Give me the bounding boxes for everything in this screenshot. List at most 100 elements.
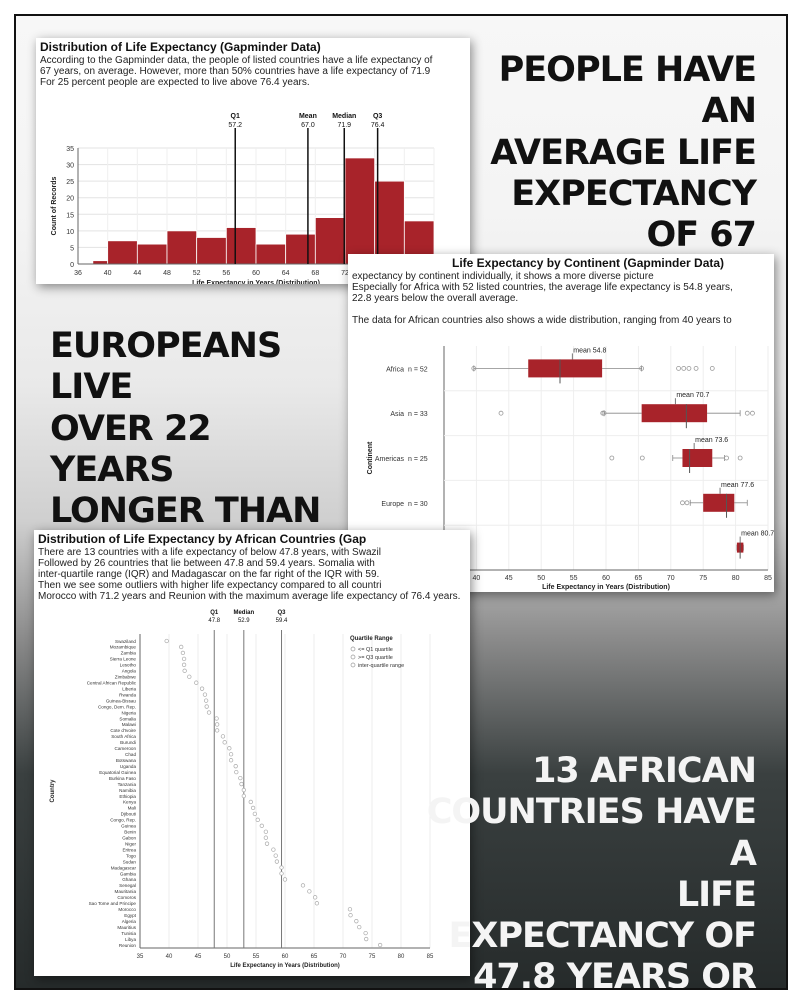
x-tick-label: 35 <box>137 954 144 960</box>
outlier-point <box>601 410 607 416</box>
country-label: Zimbabwe <box>115 675 137 680</box>
country-point <box>250 805 256 811</box>
country-point <box>187 674 192 679</box>
legend-item: inter-quartile range <box>358 663 404 669</box>
group-count-label: n = 25 <box>408 456 428 463</box>
country-point <box>194 680 199 685</box>
x-tick-label: 40 <box>473 575 481 582</box>
x-tick-label: 40 <box>104 270 112 277</box>
reference-value: 57.2 <box>228 122 242 129</box>
country-point <box>220 734 226 739</box>
continent-label: Europe <box>381 501 404 508</box>
outlier-point <box>744 410 750 416</box>
outlier-point <box>609 455 615 461</box>
box <box>528 359 603 378</box>
x-tick-label: 45 <box>195 954 202 960</box>
african-countries-chart: 35 40 45 50 55 60 65 70 75 80 85 Q1 47.8 Median 52.9 Q3… <box>50 610 434 969</box>
country-point <box>182 668 187 673</box>
outlier-point <box>680 500 685 506</box>
country-label: Rwanda <box>119 692 136 697</box>
country-label: Lesotho <box>120 663 137 668</box>
boxplot-panel: Life Expectancy by Continent (Gapminder … <box>348 254 774 592</box>
country-point <box>263 835 269 840</box>
country-point <box>279 871 284 876</box>
mean-label: mean 54.8 <box>573 347 606 354</box>
country-label: Namibia <box>119 788 136 793</box>
country-label: Gambia <box>120 871 137 876</box>
country-label: Chad <box>125 752 136 757</box>
x-axis-label: Life Expectancy in Years (Distribution) <box>230 963 340 969</box>
country-point <box>274 859 280 864</box>
x-tick-label: 55 <box>253 954 260 960</box>
country-point <box>364 936 369 942</box>
x-axis-label: Life Expectancy in Years (Distribution) <box>192 280 320 284</box>
legend-item: <= Q1 quartile <box>358 647 393 653</box>
histogram-bar <box>255 243 287 265</box>
country-label: Togo <box>126 853 136 858</box>
reference-value: 76.4 <box>371 122 385 129</box>
country-label: Benin <box>124 830 136 835</box>
country-point <box>314 901 320 906</box>
country-label: Niger <box>125 841 136 846</box>
histogram-bar <box>166 230 198 265</box>
country-label: Algeria <box>122 919 137 924</box>
x-tick-label: 70 <box>667 575 675 582</box>
country-label: Somalia <box>119 716 136 721</box>
outlier-point <box>693 366 699 371</box>
reference-label: Median <box>332 113 356 120</box>
histogram-bar <box>107 240 138 265</box>
x-tick-label: 75 <box>369 954 376 960</box>
country-point <box>181 656 187 662</box>
country-label: South Africa <box>111 734 136 739</box>
reference-label: Q1 <box>210 610 219 616</box>
mean-label: mean 80.7 <box>741 531 774 538</box>
continent-label: Africa <box>386 366 404 373</box>
boxplot-title: Life Expectancy by Continent (Gapminder … <box>452 256 725 270</box>
reference-value: 71.9 <box>337 122 351 129</box>
x-tick-label: 40 <box>166 954 173 960</box>
mean-label: mean 70.7 <box>676 392 709 399</box>
outlier-point <box>676 366 681 371</box>
country-label: Eritrea <box>122 847 136 852</box>
histogram-bar <box>136 243 168 265</box>
reference-value: 52.9 <box>238 618 250 624</box>
reference-value: 67.0 <box>301 122 315 129</box>
x-tick-label: 52 <box>193 270 201 277</box>
country-point <box>203 698 209 703</box>
country-point <box>238 775 243 781</box>
boxplot-description: expectancy by continent individually, it… <box>352 271 733 326</box>
country-label: Cote d'Ivoire <box>110 728 136 733</box>
country-point <box>180 650 186 656</box>
country-label: Ethiopia <box>119 794 136 799</box>
outlier-point <box>750 410 755 416</box>
x-tick-label: 64 <box>282 270 290 277</box>
country-label: Equatorial Guinea <box>99 770 136 775</box>
mean-label: mean 77.6 <box>721 482 754 489</box>
y-axis-label: Continent <box>367 441 374 474</box>
outlier-point <box>498 410 504 416</box>
x-tick-label: 75 <box>699 575 707 582</box>
country-point <box>179 644 184 650</box>
group-count-label: n = 30 <box>408 501 428 508</box>
country-point <box>282 877 288 882</box>
country-point <box>214 716 219 721</box>
x-tick-label: 45 <box>505 575 513 582</box>
x-tick-label: 80 <box>732 575 740 582</box>
histogram-bar <box>196 237 227 265</box>
country-point <box>313 895 318 900</box>
country-label: Comoros <box>117 895 136 900</box>
x-tick-label: 44 <box>133 270 141 277</box>
histogram-bar <box>314 217 346 265</box>
reference-value: 47.8 <box>208 618 220 624</box>
country-point <box>264 841 270 846</box>
histogram-title: Distribution of Life Expectancy (Gapmind… <box>40 40 321 54</box>
country-label: Morocco <box>118 907 136 912</box>
country-label: Cameroon <box>115 746 137 751</box>
country-label: Sudan <box>123 859 137 864</box>
country-point <box>273 853 278 858</box>
x-tick-label: 48 <box>163 270 171 277</box>
y-tick-label: 25 <box>66 179 74 186</box>
legend-title: Quartile Range <box>350 636 393 642</box>
box <box>682 449 713 467</box>
